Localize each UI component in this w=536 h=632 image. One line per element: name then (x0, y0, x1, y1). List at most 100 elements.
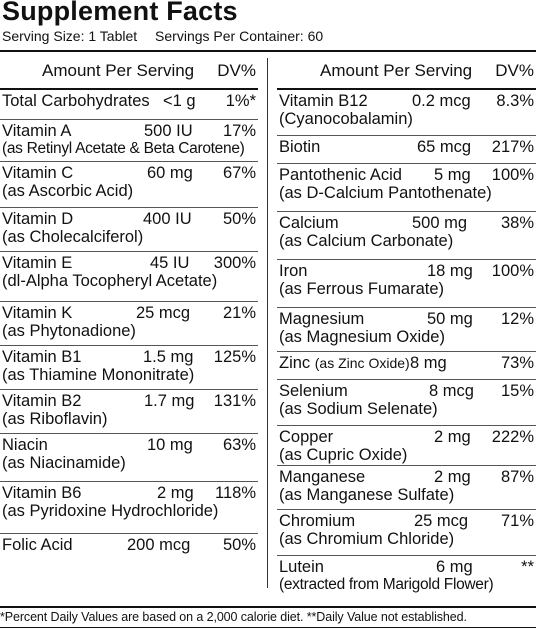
serving-info: Serving Size: 1 Tablet Servings Per Cont… (2, 28, 323, 44)
amount-per-serving-label: Amount Per Serving (42, 61, 195, 80)
nutrient-row: Calcium 500 mg 38% (as Calcium Carbonate) (277, 212, 536, 260)
nutrient-name: Vitamin A (2, 122, 72, 140)
nutrient-dv: 50% (222, 210, 256, 228)
nutrient-dv: 125% (213, 348, 256, 366)
nutrient-row: Vitamin B1 1.5 mg 125% (as Thiamine Mononit… (0, 346, 258, 390)
nutrient-source: (as Sodium Selenate) (279, 400, 438, 418)
nutrient-amount: 8 mcg (429, 382, 474, 400)
nutrient-name: Manganese (279, 468, 366, 486)
nutrient-source: (as D-Calcium Pantothenate) (279, 184, 492, 202)
nutrient-row: Copper 2 mg 222% (as Cupric Oxide) (277, 426, 536, 466)
nutrient-source-inline: (as Zinc Oxide) (314, 355, 410, 371)
right-column: Amount Per Serving DV% Vitamin B12 0.2 mc… (277, 52, 536, 598)
nutrient-amount: 1.5 mg (143, 348, 194, 366)
nutrient-amount: 18 mg (427, 262, 473, 280)
nutrient-name: Vitamin E (2, 254, 73, 272)
nutrient-amount: 65 mcg (417, 138, 472, 156)
nutrient-row: Vitamin B2 1.7 mg 131% (as Riboflavin) (0, 390, 258, 434)
footnote: *Percent Daily Values are based on a 2,0… (0, 610, 467, 624)
nutrient-name: Calcium (279, 214, 339, 232)
nutrient-name: Vitamin B6 (2, 484, 82, 502)
nutrient-name: Total Carbohydrates (2, 92, 150, 110)
nutrient-dv: 15% (500, 382, 534, 400)
nutrient-name: Magnesium (279, 310, 365, 328)
nutrient-row: Magnesium 50 mg 12% (as Magnesium Oxide) (277, 308, 536, 352)
nutrient-dv: 38% (500, 214, 534, 232)
nutrient-dv: 118% (215, 484, 256, 502)
footer-rule (0, 627, 536, 628)
nutrient-source: (as Cupric Oxide) (279, 446, 408, 464)
nutrient-row: Chromium 25 mcg 71% (as Chromium Chloride) (277, 510, 536, 556)
nutrient-name: Zinc (279, 354, 311, 372)
nutrient-row: Selenium 8 mcg 15% (as Sodium Selenate) (277, 380, 536, 426)
panel-title: Supplement Facts (2, 0, 238, 26)
nutrient-row: Vitamin B6 2 mg 118% (as Pyridoxine Hydroch… (0, 482, 258, 534)
nutrient-source: (as Thiamine Mononitrate) (2, 366, 195, 384)
right-column-header: Amount Per Serving DV% (277, 52, 536, 90)
nutrient-dv: 63% (222, 436, 256, 454)
nutrient-source: (as Manganese Sulfate) (279, 486, 455, 504)
nutrient-dv: 12% (500, 310, 534, 328)
nutrient-name: Selenium (279, 382, 348, 400)
amount-per-serving-label: Amount Per Serving (320, 61, 473, 80)
nutrient-dv: 67% (222, 164, 256, 182)
nutrient-dv: 21% (222, 304, 256, 322)
nutrient-amount: 2 mg (157, 484, 194, 502)
nutrient-name: Vitamin C (2, 164, 74, 182)
nutrient-amount: 25 mcg (136, 304, 191, 322)
nutrient-amount: 2 mg (434, 428, 471, 446)
nutrient-amount: 1.7 mg (144, 392, 195, 410)
nutrient-dv: 8.3% (496, 92, 534, 110)
nutrient-source: (as Calcium Carbonate) (279, 232, 454, 250)
nutrient-source: (as Cholecalciferol) (2, 228, 144, 246)
dv-label: DV% (217, 61, 256, 80)
column-divider (267, 58, 268, 588)
nutrient-amount: 10 mg (147, 436, 193, 454)
top-rule (0, 50, 536, 52)
servings-per-container: Servings Per Container: 60 (155, 28, 324, 44)
nutrient-amount: 5 mg (434, 166, 471, 184)
nutrient-amount: 500 mg (412, 214, 468, 232)
nutrient-name: Lutein (279, 558, 324, 576)
nutrient-name: Vitamin K (2, 304, 73, 322)
nutrient-row: Lutein 6 mg ** (extracted from Marigold Flo… (277, 556, 536, 598)
nutrient-amount: 45 IU (150, 254, 190, 272)
nutrient-row: Total Carbohydrates <1 g 1%* (0, 90, 258, 120)
bottom-rule (0, 606, 536, 608)
left-column: Amount Per Serving DV% Total Carbohydrat… (0, 52, 258, 568)
nutrient-name: Folic Acid (2, 536, 73, 554)
nutrient-row: Vitamin D 400 IU 50% (as Cholecalciferol) (0, 208, 258, 252)
dv-label: DV% (495, 61, 534, 80)
nutrient-row: Manganese 2 mg 87% (as Manganese Sulfate) (277, 466, 536, 510)
nutrient-source: (as Ascorbic Acid) (2, 182, 134, 200)
nutrient-dv: 1%* (225, 92, 256, 110)
nutrient-name: Iron (279, 262, 308, 280)
nutrient-dv: 217% (491, 138, 534, 156)
nutrient-amount: <1 g (163, 92, 196, 110)
nutrient-dv: 71% (500, 512, 534, 530)
nutrient-dv: 300% (213, 254, 256, 272)
nutrient-dv: 73% (500, 354, 534, 372)
nutrient-row: Folic Acid 200 mcg 50% (0, 534, 258, 568)
nutrient-row: Vitamin B12 0.2 mcg 8.3% (Cyanocobalamin) (277, 90, 536, 136)
nutrient-source: (Cyanocobalamin) (279, 110, 413, 128)
nutrient-amount: 25 mcg (414, 512, 469, 530)
nutrient-name: Vitamin B1 (2, 348, 82, 366)
nutrient-name: Chromium (279, 512, 356, 530)
nutrient-row: Vitamin C 60 mg 67% (as Ascorbic Acid) (0, 162, 258, 208)
nutrient-dv: 50% (222, 536, 256, 554)
nutrient-name: Copper (279, 428, 334, 446)
nutrient-source: (extracted from Marigold Flower) (279, 576, 494, 593)
nutrient-row: Niacin 10 mg 63% (as Niacinamide) (0, 434, 258, 482)
nutrient-name: Vitamin B12 (279, 92, 368, 110)
nutrient-amount: 400 IU (143, 210, 192, 228)
nutrient-source: (as Riboflavin) (2, 410, 108, 428)
nutrient-row: Vitamin E 45 IU 300% (dl-Alpha Tocopheryl A… (0, 252, 258, 302)
nutrient-source: (as Ferrous Fumarate) (279, 280, 445, 298)
nutrient-name: Niacin (2, 436, 48, 454)
left-column-header: Amount Per Serving DV% (0, 52, 258, 90)
nutrient-amount: 200 mcg (127, 536, 191, 554)
nutrient-source: (as Pyridoxine Hydrochloride) (2, 502, 219, 520)
nutrient-name: Biotin (279, 138, 321, 156)
nutrient-dv: 100% (491, 166, 534, 184)
